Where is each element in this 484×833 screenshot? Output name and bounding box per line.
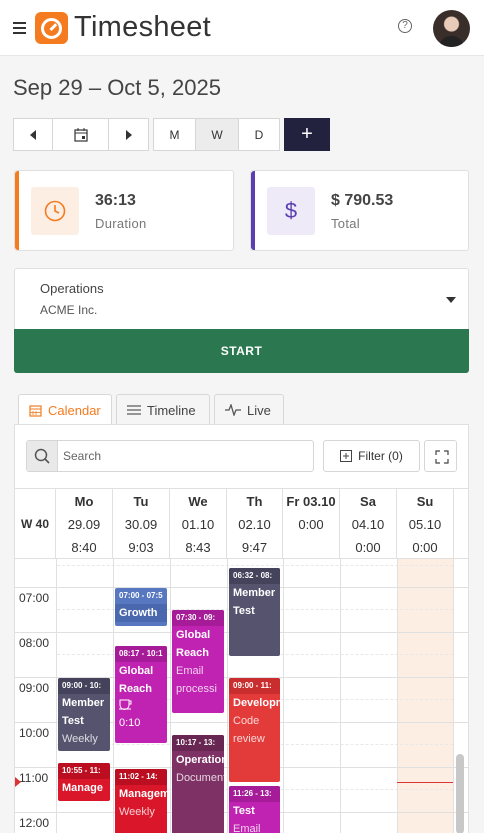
hour-label: 11:00 — [19, 771, 49, 785]
day-header-we[interactable]: We 01.10 8:43 — [170, 489, 227, 558]
chevron-left-icon — [30, 129, 36, 140]
filter-button[interactable]: Filter (0) — [323, 440, 420, 472]
day-header-fr[interactable]: Fr 03.10 0:00 — [283, 489, 340, 558]
start-button[interactable]: START — [14, 329, 469, 373]
coffee-icon — [119, 698, 163, 714]
tab-calendar[interactable]: Calendar — [18, 394, 112, 425]
week-calendar: W 40 Mo 29.09 8:40 Tu 30.09 9:03 We 01.10 8:43… — [15, 488, 468, 833]
calendar-scrollbar[interactable] — [456, 754, 464, 833]
calendar-icon — [73, 127, 88, 142]
total-label: Total — [331, 216, 360, 231]
view-week-button[interactable]: W — [195, 118, 239, 151]
avatar[interactable] — [433, 10, 470, 47]
help-icon[interactable]: ? — [398, 19, 412, 33]
list-icon — [127, 405, 141, 415]
hour-label: 10:00 — [19, 726, 50, 740]
time-entry[interactable]: 09:00 - 10: Member Test Weekly — [58, 678, 110, 751]
hour-label: 12:00 — [19, 816, 50, 830]
today-column — [397, 558, 453, 833]
top-bar: Timesheet ? — [0, 0, 484, 56]
time-entry[interactable]: 07:30 - 09: Global Reach Email processi — [172, 610, 224, 713]
time-entry[interactable]: 10:55 - 11: Manage — [58, 763, 110, 801]
filter-label: Filter (0) — [358, 449, 403, 463]
add-entry-button[interactable]: + — [284, 118, 330, 151]
prev-button[interactable] — [13, 118, 53, 151]
expand-button[interactable] — [424, 440, 457, 472]
total-card: $ $ 790.53 Total — [250, 170, 469, 251]
current-time-line — [397, 782, 453, 783]
day-header-sa[interactable]: Sa 04.10 0:00 — [340, 489, 397, 558]
time-entry[interactable]: 08:17 - 10:1 Global Reach 0:10 — [115, 646, 167, 743]
calendar-picker-button[interactable] — [52, 118, 109, 151]
date-range: Sep 29 – Oct 5, 2025 — [13, 75, 221, 100]
plus-square-icon — [340, 450, 353, 462]
time-entry[interactable]: 10:17 - 13: Operations Document — [172, 735, 224, 833]
view-month-button[interactable]: M — [153, 118, 196, 151]
project-select[interactable]: Operations ACME Inc. — [14, 268, 469, 330]
search-icon[interactable] — [27, 441, 58, 471]
time-entry[interactable]: 09:00 - 11: Development Code review — [229, 678, 280, 782]
current-time-marker — [15, 777, 21, 787]
week-number: W 40 — [15, 489, 56, 558]
tab-timeline[interactable]: Timeline — [116, 394, 210, 425]
menu-icon[interactable] — [13, 22, 26, 34]
time-entry[interactable]: 06:32 - 08: Member Test — [229, 568, 280, 656]
time-entry[interactable]: 07:00 - 07:5 Growth — [115, 588, 167, 626]
tab-live[interactable]: Live — [214, 394, 284, 425]
calendar-icon — [29, 404, 42, 417]
tab-live-label: Live — [247, 402, 271, 418]
expand-icon — [435, 450, 449, 464]
tab-timeline-label: Timeline — [147, 402, 196, 418]
activity-icon — [225, 404, 241, 416]
hour-label: 07:00 — [19, 591, 50, 605]
dollar-icon: $ — [267, 187, 315, 235]
next-button[interactable] — [108, 118, 149, 151]
project-client: ACME Inc. — [40, 303, 98, 317]
day-header-tu[interactable]: Tu 30.09 9:03 — [113, 489, 170, 558]
hour-label: 09:00 — [19, 681, 50, 695]
chevron-right-icon — [125, 129, 132, 140]
search-box — [26, 440, 314, 472]
caret-down-icon — [446, 297, 456, 303]
total-value: $ 790.53 — [331, 192, 394, 209]
day-header-mo[interactable]: Mo 29.09 8:40 — [56, 489, 113, 558]
day-header-su[interactable]: Su 05.10 0:00 — [397, 489, 454, 558]
project-name: Operations — [40, 281, 104, 296]
search-input[interactable] — [63, 446, 303, 466]
hour-label: 08:00 — [19, 636, 50, 650]
app-title: Timesheet — [74, 11, 212, 43]
duration-card: 36:13 Duration — [14, 170, 234, 251]
duration-label: Duration — [95, 216, 147, 231]
view-day-button[interactable]: D — [238, 118, 280, 151]
duration-value: 36:13 — [95, 192, 136, 209]
tab-calendar-label: Calendar — [48, 402, 101, 418]
clock-icon — [31, 187, 79, 235]
time-entry[interactable]: 11:26 - 13: Test Email — [229, 786, 280, 833]
app-logo — [35, 12, 68, 44]
day-header-th[interactable]: Th 02.10 9:47 — [227, 489, 283, 558]
time-entry[interactable]: 11:02 - 14: Management Weekly — [115, 769, 167, 833]
